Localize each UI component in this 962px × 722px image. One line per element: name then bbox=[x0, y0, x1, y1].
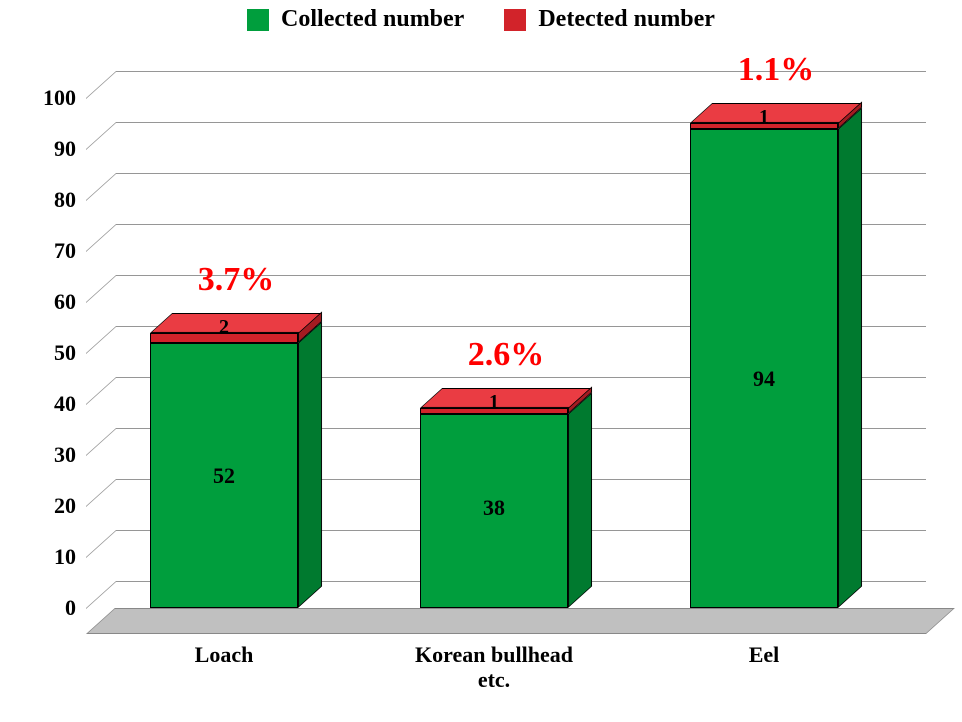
legend-label-collected: Collected number bbox=[281, 6, 464, 32]
legend-item-detected: Detected number bbox=[504, 6, 715, 33]
bar-value-collected: 38 bbox=[420, 495, 569, 521]
bar-value-collected: 94 bbox=[690, 366, 839, 392]
y-tick-label: 0 bbox=[65, 595, 86, 621]
bar-value-detected: 2 bbox=[150, 316, 299, 339]
percent-label: 3.7% bbox=[198, 261, 275, 299]
percent-label: 2.6% bbox=[468, 336, 545, 374]
y-tick-label: 100 bbox=[43, 85, 86, 111]
y-tick-label: 90 bbox=[54, 136, 86, 162]
legend-swatch-collected bbox=[247, 9, 269, 31]
bar-value-detected: 1 bbox=[420, 391, 569, 414]
y-tick-label: 80 bbox=[54, 187, 86, 213]
x-tick-label: Eel bbox=[749, 608, 780, 667]
y-tick-label: 10 bbox=[54, 544, 86, 570]
plot-area: 01020304050607080901005223.7%Loach3812.6… bbox=[86, 98, 926, 608]
legend-label-detected: Detected number bbox=[538, 6, 715, 32]
y-tick-label: 50 bbox=[54, 340, 86, 366]
legend-swatch-detected bbox=[504, 9, 526, 31]
y-tick-label: 60 bbox=[54, 289, 86, 315]
y-tick-label: 40 bbox=[54, 391, 86, 417]
legend: Collected number Detected number bbox=[0, 6, 962, 33]
x-tick-label: Korean bullhead etc. bbox=[415, 608, 573, 693]
stacked-bar-3d-chart: Collected number Detected number 0 10 20 30… bbox=[0, 0, 962, 722]
x-tick-label: Loach bbox=[195, 608, 254, 667]
bar-value-detected: 1 bbox=[690, 106, 839, 129]
y-tick-label: 70 bbox=[54, 238, 86, 264]
y-tick-label: 20 bbox=[54, 493, 86, 519]
percent-label: 1.1% bbox=[738, 51, 815, 89]
bar-value-collected: 52 bbox=[150, 463, 299, 489]
legend-item-collected: Collected number bbox=[247, 6, 464, 33]
y-tick-label: 30 bbox=[54, 442, 86, 468]
